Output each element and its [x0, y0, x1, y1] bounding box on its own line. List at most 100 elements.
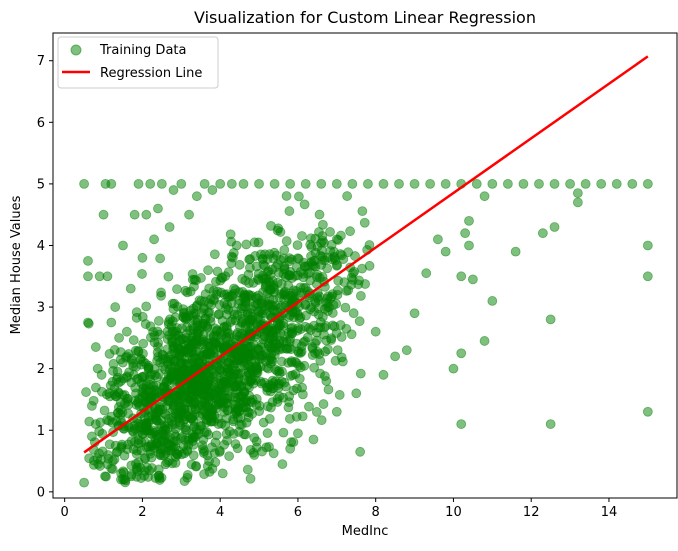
data-point	[101, 471, 111, 482]
data-point	[164, 455, 174, 466]
data-point	[225, 229, 236, 240]
data-point	[237, 352, 248, 363]
data-point	[320, 371, 330, 381]
data-point	[114, 332, 124, 343]
data-point	[319, 303, 330, 314]
data-point	[305, 275, 316, 286]
data-point	[87, 400, 97, 411]
data-point	[222, 299, 233, 310]
data-point	[156, 178, 167, 189]
data-point	[128, 370, 139, 380]
data-point	[202, 450, 213, 461]
data-point	[335, 320, 346, 330]
x-tick-label: 12	[523, 505, 540, 520]
data-point	[207, 185, 218, 195]
data-point	[234, 259, 245, 270]
data-point	[239, 429, 249, 440]
y-axis-label: Median House Values	[9, 195, 24, 334]
data-point	[456, 348, 467, 359]
data-point	[206, 364, 217, 375]
data-point	[323, 384, 334, 395]
data-point	[537, 228, 548, 239]
data-point	[351, 388, 362, 399]
data-point	[642, 240, 653, 251]
data-point	[611, 178, 622, 189]
data-point	[90, 419, 101, 429]
data-point	[285, 178, 296, 189]
data-point	[259, 296, 270, 307]
data-point	[261, 356, 271, 367]
data-point	[86, 431, 97, 442]
data-point	[627, 178, 638, 189]
data-point	[210, 323, 220, 334]
data-point	[149, 234, 159, 245]
data-point	[317, 311, 328, 322]
data-point	[281, 236, 292, 246]
data-point	[232, 346, 243, 357]
data-point	[119, 398, 130, 409]
data-point	[79, 477, 89, 488]
data-point	[266, 341, 277, 352]
data-point	[291, 286, 302, 296]
data-point	[285, 443, 296, 454]
data-point	[274, 378, 285, 389]
data-point	[297, 231, 307, 241]
data-point	[249, 237, 260, 248]
data-point	[145, 178, 156, 189]
data-point	[317, 235, 328, 246]
data-point	[240, 321, 251, 332]
data-point	[219, 439, 230, 450]
regression-line	[83, 55, 649, 454]
data-point	[263, 267, 273, 278]
data-point	[440, 178, 451, 189]
data-point	[314, 349, 325, 359]
data-point	[172, 284, 182, 295]
data-point	[83, 271, 93, 282]
data-point	[300, 178, 311, 189]
data-point	[137, 252, 148, 263]
data-point	[283, 402, 294, 413]
data-point	[163, 369, 174, 380]
data-point	[133, 178, 144, 189]
data-point	[332, 289, 343, 300]
data-point	[90, 342, 101, 352]
data-point	[212, 340, 223, 351]
data-point	[173, 397, 184, 408]
data-point	[145, 321, 156, 332]
data-point	[234, 405, 245, 416]
x-axis-ticks: 0 2 4 6 8 10 12 14	[61, 498, 617, 520]
data-point	[135, 462, 146, 473]
data-point	[187, 433, 198, 444]
data-point	[248, 447, 259, 458]
data-point	[208, 331, 219, 342]
data-point	[342, 191, 353, 201]
data-point	[176, 178, 187, 189]
data-point	[153, 316, 164, 326]
data-point	[440, 246, 451, 257]
data-point	[425, 178, 436, 189]
data-point	[283, 327, 294, 338]
data-point	[104, 439, 115, 450]
data-point	[245, 473, 256, 484]
data-point	[278, 392, 288, 403]
data-point	[173, 445, 184, 456]
data-point	[401, 345, 412, 356]
data-point	[333, 275, 344, 286]
data-point	[322, 344, 333, 355]
data-point	[256, 249, 266, 260]
data-point	[281, 343, 292, 354]
data-point	[642, 178, 653, 189]
data-point	[534, 178, 544, 189]
legend: Training Data Regression Line	[57, 36, 219, 89]
data-point	[120, 475, 131, 486]
data-point	[409, 308, 420, 319]
data-point	[295, 324, 306, 335]
data-point	[152, 355, 163, 366]
data-point	[226, 290, 237, 301]
data-point	[346, 279, 357, 290]
data-point	[125, 283, 136, 294]
data-point	[171, 338, 181, 349]
data-point	[284, 270, 295, 280]
